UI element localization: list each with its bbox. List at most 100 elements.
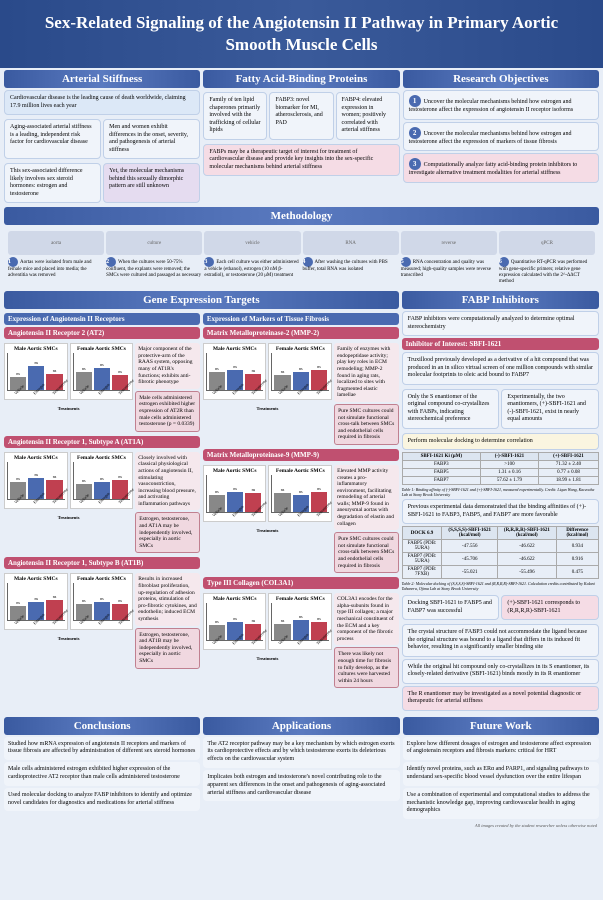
methodology-section: Methodology aorta1Aortas were isolated f… [0, 205, 603, 289]
step-img-1: aorta [8, 231, 104, 255]
title-banner: Sex-Related Signaling of the Angiotensin… [0, 0, 603, 68]
arterial-box4: This sex-associated difference likely in… [4, 163, 101, 203]
step-img-6: qPCR [499, 231, 595, 255]
fatty-box1: Family of ten lipid chaperones primarily… [203, 92, 267, 140]
at1a-title: Angiotensin II Receptor 1, Subtype A (AT… [4, 436, 200, 448]
objective-3: 3Computationally analyze fatty acid-bind… [403, 153, 599, 183]
fabp-box5b: (+)-SBFI-1621 corresponds to (R,R,R,R)-S… [501, 595, 599, 620]
col3a1-note1: COL3A1 encodes for the alpha-subunits fo… [334, 593, 399, 645]
top-row: Arterial Stiffness Cardiovascular diseas… [0, 68, 603, 205]
method-step-4: RNA4After washing the cultures with PBS … [303, 231, 399, 273]
step-text-3: 3Each cell culture was either administer… [204, 257, 300, 279]
obj-text-3: Computationally analyze fatty acid-bindi… [409, 162, 578, 176]
fabp-col: FABP Inhibitors FABP inhibitors were com… [402, 289, 599, 713]
bottom-row: Conclusions Studied how mRNA expression … [0, 715, 603, 822]
objectives-header: Research Objectives [403, 70, 599, 88]
col3a1-male-chart: Male Aortic SMCs nsnsns VehicleEstrogenT… [203, 593, 267, 650]
fatty-box2: FABP3: novel biomarker for MI, atheroscl… [269, 92, 333, 140]
middle-row: Gene Expression Targets Expression of An… [0, 289, 603, 713]
table1-caption: Table 1: Binding affinity of (-)-SBFI-16… [402, 487, 599, 497]
future-col: Future Work Explore how different dosage… [403, 715, 599, 822]
mmp2-note1: Family of enzymes with endopeptidase act… [334, 343, 399, 402]
at2-note1: Major component of the protective-arm of… [135, 343, 200, 389]
at1b-male-chart: Male Aortic SMCs nsnsns VehicleEstrogenT… [4, 573, 68, 630]
obj-text-1: Uncover the molecular mechanisms behind … [409, 99, 574, 113]
mmp2-female-chart: Female Aortic SMCs nsnsns VehicleEstroge… [268, 343, 332, 400]
applications-header: Applications [203, 717, 399, 735]
objective-1: 1Uncover the molecular mechanisms behind… [403, 90, 599, 120]
at1b-note1: Results in increased fibroblast prolifer… [135, 573, 200, 625]
at1a-female-chart: Female Aortic SMCs nsnsns VehicleEstroge… [70, 452, 134, 509]
obj-num-3: 3 [409, 158, 421, 170]
step-text-5: 5RNA concentration and quality was measu… [401, 257, 497, 279]
objective-2: 2Uncover the molecular mechanisms behind… [403, 122, 599, 152]
step-img-5: reverse [401, 231, 497, 255]
fabp-box2b: Experimentally, the two enantiomers, (+)… [501, 389, 599, 429]
fabp-box5: Docking SBFI-1621 to FABP5 and FABP7 was… [402, 595, 500, 620]
obj-text-2: Uncover the molecular mechanisms behind … [409, 131, 572, 145]
at1a-male-chart: Male Aortic SMCs nsnsns VehicleEstrogenT… [4, 452, 68, 509]
future-1: Explore how different dosages of estroge… [403, 737, 599, 761]
applications-col: Applications The AT2 receptor pathway ma… [203, 715, 399, 822]
step-text-6: 6Quantitative RT-qPCR was performed with… [499, 257, 595, 285]
at2-male-chart: Male Aortic SMCs nsnsns VehicleEstrogenT… [4, 343, 68, 400]
step-text-4: 4After washing the cultures with PBS buf… [303, 257, 399, 273]
fabp-box3: Perform molecular docking to determine c… [402, 433, 599, 451]
method-step-6: qPCR6Quantitative RT-qPCR was performed … [499, 231, 595, 285]
col3a1-female-chart: Female Aortic SMCs nsnsns VehicleEstroge… [268, 593, 332, 650]
fabp-intro: FABP inhibitors were computationally ana… [402, 311, 599, 336]
fatty-header: Fatty Acid-Binding Proteins [203, 70, 399, 88]
table2-caption: Table 2: Molecular docking of (S,S,S,S)-… [402, 581, 599, 591]
objectives-col: Research Objectives 1Uncover the molecul… [403, 68, 599, 205]
step-img-3: vehicle [204, 231, 300, 255]
mmp2-title: Matrix Metalloproteinase-2 (MMP-2) [203, 327, 399, 339]
fibrosis-col: Expression of Markers of Tissue Fibrosis… [203, 311, 399, 690]
arterial-box2: Aging-associated arterial stiffness is a… [4, 119, 101, 159]
fatty-col: Fatty Acid-Binding Proteins Family of te… [203, 68, 399, 205]
at1b-title: Angiotensin II Receptor 1, Subtype B (AT… [4, 557, 200, 569]
mmp2-male-chart: Male Aortic SMCs nsnsns VehicleEstrogenT… [203, 343, 267, 400]
fabp-inhib-header: Inhibitor of Interest: SBFI-1621 [402, 338, 599, 350]
gene-targets-col: Gene Expression Targets Expression of An… [4, 289, 399, 713]
step-text-1: 1Aortas were isolated from male and fema… [8, 257, 104, 279]
poster-root: Sex-Related Signaling of the Angiotensin… [0, 0, 603, 900]
methodology-header: Methodology [4, 207, 599, 225]
arterial-box3: Men and women exhibit differences in the… [103, 119, 200, 159]
fabp-box7: While the original hit compound only co-… [402, 659, 599, 684]
obj-num-2: 2 [409, 127, 421, 139]
conclusion-3: Used molecular docking to analyze FABP i… [4, 788, 200, 812]
fibro-subheader: Expression of Markers of Tissue Fibrosis [203, 313, 399, 325]
fatty-box4: FABPs may be a therapeutic target of int… [203, 144, 399, 177]
at2-female-chart: Female Aortic SMCs nsnsns VehicleEstroge… [70, 343, 134, 400]
fatty-box3: FABP4: elevated expression in women; pos… [336, 92, 400, 140]
fabp-box1: Truxillood previously developed as a der… [402, 352, 599, 385]
arterial-box1: Cardiovascular disease is the leading ca… [4, 90, 200, 115]
at2-title: Angiotensin II Receptor 2 (AT2) [4, 327, 200, 339]
recep-subheader: Expression of Angiotensin II Receptors [4, 313, 200, 325]
at2-note2: Male cells administered estrogen exhibit… [135, 391, 200, 432]
at1b-note2: Estrogen, testosterone, and AT1B may be … [135, 628, 200, 669]
at1a-note1: Closely involved with classical physiolo… [135, 452, 200, 511]
fabp-box2a: Only the S enantiomer of the original co… [402, 389, 500, 429]
step-img-2: culture [106, 231, 202, 255]
future-header: Future Work [403, 717, 599, 735]
fabp-box6: The crystal structure of FABP3 could not… [402, 624, 599, 657]
method-step-2: culture2When the cultures were 50-75% co… [106, 231, 202, 279]
method-step-1: aorta1Aortas were isolated from male and… [8, 231, 104, 279]
conclusion-1: Studied how mRNA expression of angiotens… [4, 737, 200, 761]
future-3: Use a combination of experimental and co… [403, 788, 599, 819]
mmp9-note2: Pure SMC cultures could not simulate fun… [334, 532, 399, 573]
at1a-note2: Estrogen, testosterone, and AT1A may be … [135, 512, 200, 553]
future-2: Identify novel proteins, such as ERα and… [403, 762, 599, 786]
mmp9-title: Matrix Metalloproteinase-9 (MMP-9) [203, 449, 399, 461]
application-1: The AT2 receptor pathway may be a key me… [203, 737, 399, 768]
gene-header: Gene Expression Targets [4, 291, 399, 309]
arterial-box5: Yet, the molecular mechanisms behind thi… [103, 163, 200, 203]
methodology-steps: aorta1Aortas were isolated from male and… [4, 227, 599, 289]
fabp-table2: DOCK 6.9(S,S,S,S)-SBFI-1621 (kcal/mol)(R… [402, 526, 599, 579]
at1b-female-chart: Female Aortic SMCs nsnsns VehicleEstroge… [70, 573, 134, 630]
fabp-header: FABP Inhibitors [402, 291, 599, 309]
application-2: Implicates both estrogen and testosteron… [203, 770, 399, 801]
method-step-3: vehicle3Each cell culture was either adm… [204, 231, 300, 279]
col3a1-title: Type III Collagen (COL3A1) [203, 577, 399, 589]
